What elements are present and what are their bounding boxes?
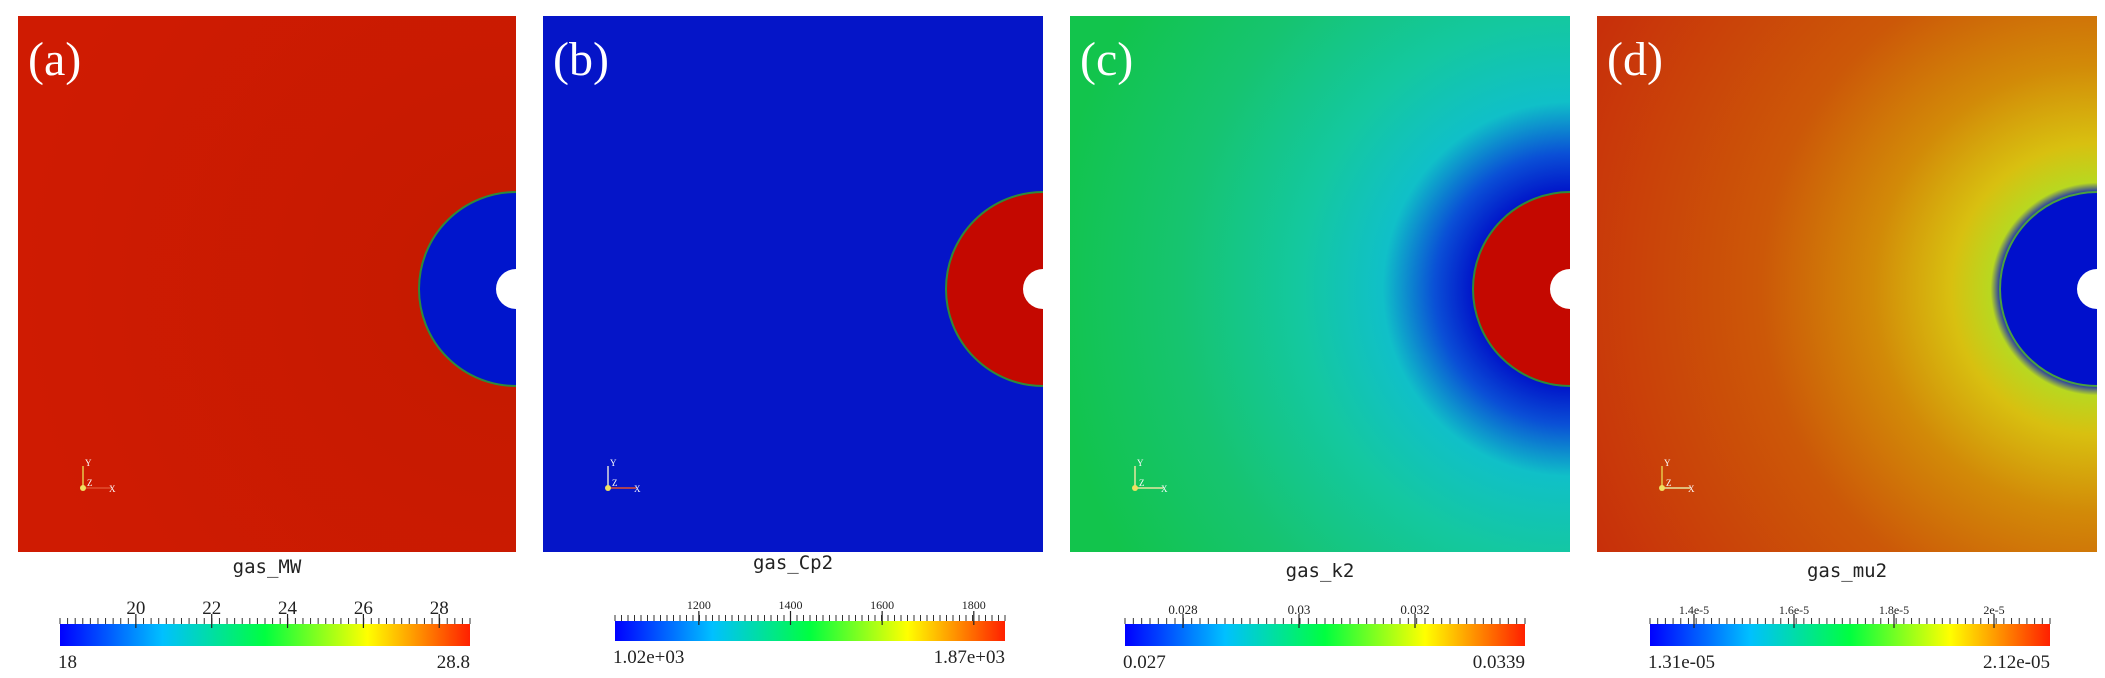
colorbar-min-label: 0.027 (1123, 652, 1166, 673)
colorbar-tick-label: 0.028 (1168, 602, 1197, 617)
panel-label-c: (c) (1080, 33, 1134, 86)
colorbar-tick-label: 0.032 (1400, 602, 1429, 617)
colorbar-tick-label: 1.6e-5 (1779, 603, 1809, 617)
colorbar-max-label: 28.8 (437, 652, 470, 673)
colorbar-d: 1.4e-5 1.6e-5 1.8e-5 2e-5 1.31e-05 2.12e-05 (1648, 600, 2051, 673)
droplet-disk-c (1472, 191, 1570, 387)
axes-triad-a: Y Z X (80, 458, 116, 494)
svg-text:Z: Z (612, 478, 618, 488)
axes-triad-d: Y Z X (1659, 458, 1695, 494)
inner-hole-a (496, 269, 516, 309)
colorbar-tick-label: 1200 (687, 598, 711, 612)
colorbar-tick-label: 1800 (962, 598, 986, 612)
svg-text:Y: Y (85, 458, 92, 468)
axes-triad-c: Y Z X (1132, 458, 1168, 494)
colorbar-svg-c: 0.028 0.03 0.032 0.027 0.0339 (1123, 602, 1526, 673)
colorbar-tick-label: 24 (278, 598, 298, 619)
panel-a: (a) Y Z X gas_MW 20 22 24 26 28 18 28.8 (18, 0, 516, 678)
colorbar-tick-label: 1.8e-5 (1879, 603, 1909, 617)
colorbar-max-label: 2.12e-05 (1983, 652, 2050, 673)
panel-c: (c) Y Z X gas_k2 0.028 0.03 0.032 0.027 0.03… (1070, 0, 1570, 678)
svg-text:Y: Y (610, 458, 617, 468)
field-plot-b: (b) Y Z X (543, 16, 1043, 552)
svg-text:Y: Y (1137, 458, 1144, 468)
colorbar-gradient (60, 624, 470, 646)
inner-hole-b (1023, 269, 1043, 309)
svg-text:Z: Z (1139, 478, 1145, 488)
droplet-disk-d (1999, 191, 2097, 387)
field-name-a: gas_MW (232, 556, 302, 578)
contour-d (1597, 16, 2097, 552)
colorbar-tick-label: 28 (430, 598, 449, 619)
colorbar-max-label: 0.0339 (1473, 652, 1525, 673)
colorbar-gradient (1650, 624, 2050, 646)
colorbar-min-label: 18 (58, 652, 77, 673)
field-name-b: gas_Cp2 (752, 552, 834, 574)
colorbar-min-label: 1.31e-05 (1648, 652, 1715, 673)
colorbar-a: 20 22 24 26 28 18 28.8 (58, 598, 471, 673)
panel-label-b: (b) (553, 33, 609, 86)
svg-text:Y: Y (1664, 458, 1671, 468)
inner-hole-c (1550, 269, 1570, 309)
field-name-d: gas_mu2 (1806, 560, 1888, 582)
colorbar-tick-label: 1400 (779, 598, 803, 612)
axes-triad-b: Y Z X (605, 458, 641, 494)
svg-text:X: X (1688, 484, 1695, 494)
colorbar-tick-label: 20 (126, 598, 145, 619)
field-plot-c: (c) Y Z X (1070, 16, 1570, 552)
colorbar-tick-label: 26 (354, 598, 373, 619)
colorbar-b: 1200 1400 1600 1800 1.02e+03 1.87e+03 (613, 595, 1006, 670)
colorbar-tick-label: 22 (202, 598, 221, 619)
colorbar-svg-a: 20 22 24 26 28 18 28.8 (58, 598, 471, 673)
svg-text:X: X (634, 484, 641, 494)
colorbar-c: 0.028 0.03 0.032 0.027 0.0339 (1123, 600, 1526, 673)
panel-label-d: (d) (1607, 33, 1663, 86)
contour-b (543, 16, 1043, 552)
field-name-c: gas_k2 (1285, 560, 1355, 582)
droplet-disk-a (418, 191, 516, 387)
contour-a (18, 16, 516, 552)
field-plot-a: (a) Y Z X (18, 16, 516, 552)
svg-text:Z: Z (1666, 478, 1672, 488)
colorbar-tick-label: 0.03 (1288, 602, 1311, 617)
colorbar-max-label: 1.87e+03 (934, 647, 1005, 668)
colorbar-svg-d: 1.4e-5 1.6e-5 1.8e-5 2e-5 1.31e-05 2.12e-05 (1648, 603, 2051, 673)
field-plot-d: (d) Y Z X (1597, 16, 2097, 552)
colorbar-gradient (1125, 624, 1525, 646)
colorbar-tick-label: 1600 (870, 598, 894, 612)
colorbar-gradient (615, 621, 1005, 641)
colorbar-min-label: 1.02e+03 (613, 647, 684, 668)
panel-d: (d) Y Z X gas_mu2 1.4e-5 1.6e-5 1.8e-5 2e-5… (1597, 0, 2097, 678)
droplet-disk-b (945, 191, 1043, 387)
colorbar-tick-label: 2e-5 (1983, 603, 2004, 617)
inner-hole-d (2077, 269, 2097, 309)
panel-label-a: (a) (28, 33, 82, 86)
svg-text:X: X (109, 484, 116, 494)
svg-text:Z: Z (87, 478, 93, 488)
contour-c (1070, 16, 1570, 552)
colorbar-svg-b: 1200 1400 1600 1800 1.02e+03 1.87e+03 (613, 598, 1006, 668)
colorbar-tick-label: 1.4e-5 (1679, 603, 1709, 617)
svg-text:X: X (1161, 484, 1168, 494)
panel-b: (b) Y Z X gas_Cp2 1200 1400 1600 1800 1.02e+… (543, 0, 1043, 678)
